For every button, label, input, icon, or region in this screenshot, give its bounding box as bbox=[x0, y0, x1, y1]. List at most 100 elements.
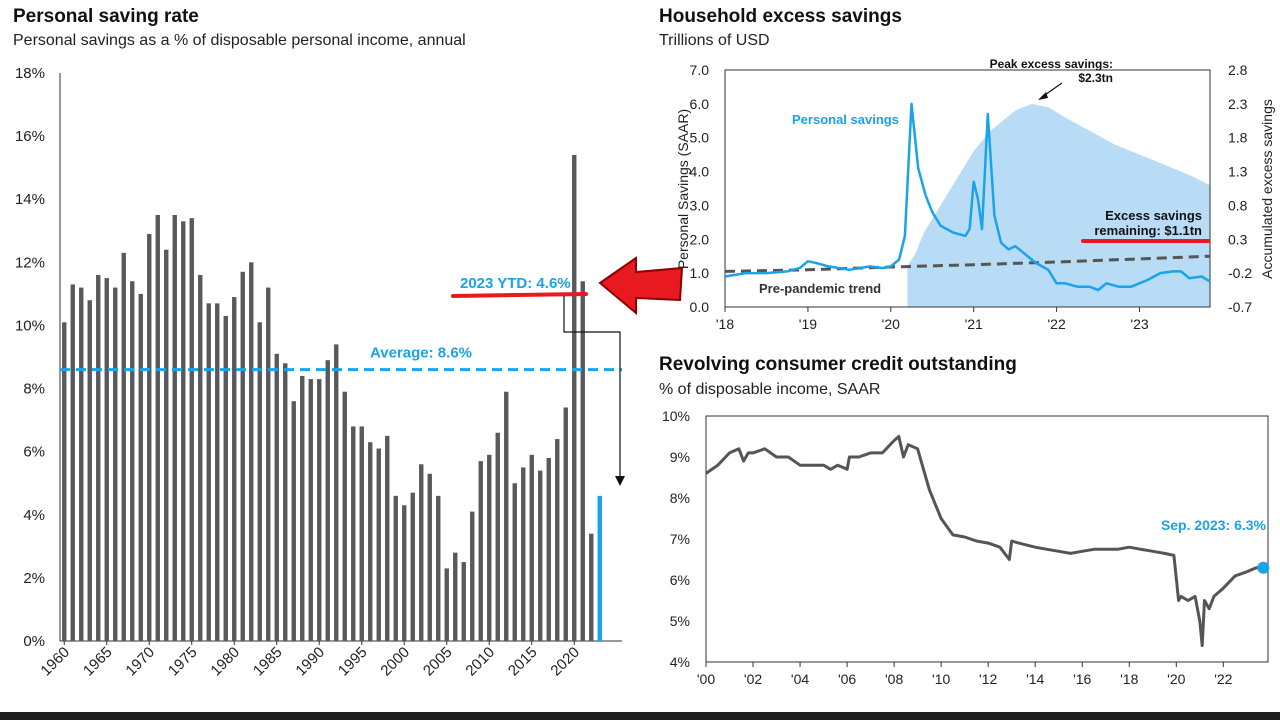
br-chart-subtitle: % of disposable income, SAAR bbox=[659, 381, 881, 398]
tr-chart-title: Household excess savings bbox=[659, 6, 902, 27]
br-x-tick-label: '04 bbox=[791, 671, 809, 687]
saving-rate-bar bbox=[240, 271, 245, 641]
tr-y-tick-label: 2.0 bbox=[690, 231, 710, 247]
saving-rate-bar bbox=[164, 249, 169, 641]
left-y-tick-label: 2% bbox=[23, 570, 45, 587]
remaining-annotation-line1: Excess savings bbox=[1105, 208, 1202, 223]
tr-x-tick-label: '23 bbox=[1130, 316, 1148, 332]
br-chart-title: Revolving consumer credit outstanding bbox=[659, 354, 1017, 375]
left-y-tick-label: 6% bbox=[23, 444, 45, 461]
ytd-red-underline bbox=[451, 292, 588, 298]
br-x-tick-label: '18 bbox=[1120, 671, 1138, 687]
saving-rate-bar bbox=[376, 448, 381, 641]
saving-rate-bar bbox=[70, 284, 75, 641]
ytd-annotation: 2023 YTD: 4.6% bbox=[460, 275, 571, 292]
saving-rate-bar bbox=[138, 293, 143, 641]
left-x-tick-label: 2010 bbox=[462, 644, 498, 680]
saving-rate-bar bbox=[359, 426, 364, 641]
saving-rate-bar bbox=[495, 432, 500, 641]
left-x-tick-label: 1990 bbox=[292, 644, 328, 680]
saving-rate-bar bbox=[147, 233, 152, 641]
tr-x-tick-label: '19 bbox=[799, 316, 817, 332]
saving-rate-bar bbox=[504, 391, 509, 641]
saving-rate-bar bbox=[155, 215, 160, 641]
saving-rate-bar bbox=[283, 363, 288, 641]
saving-rate-bar bbox=[121, 252, 126, 641]
remaining-annotation-line2: remaining: $1.1tn bbox=[1094, 223, 1202, 238]
left-y-tick-label: 10% bbox=[15, 317, 45, 334]
saving-rate-bar bbox=[172, 215, 177, 641]
br-x-tick-label: '02 bbox=[744, 671, 762, 687]
excess-savings-area bbox=[907, 103, 1210, 308]
saving-rate-bar bbox=[419, 464, 424, 641]
ytd-connector-line bbox=[563, 296, 621, 478]
saving-rate-bar bbox=[538, 470, 543, 641]
saving-rate-bar bbox=[79, 287, 84, 641]
saving-rate-bar bbox=[529, 454, 534, 641]
saving-rate-bar bbox=[308, 379, 313, 641]
tr-y2-tick-label: 1.8 bbox=[1228, 130, 1248, 146]
saving-rate-bar bbox=[563, 407, 568, 641]
saving-rate-bar bbox=[325, 360, 330, 641]
saving-rate-bar bbox=[436, 495, 441, 641]
tr-y-tick-label: 1.0 bbox=[690, 265, 710, 281]
saving-rate-bar bbox=[181, 221, 186, 642]
tr-y-tick-label: 7.0 bbox=[690, 62, 710, 78]
br-x-tick-label: '12 bbox=[979, 671, 997, 687]
br-x-tick-label: '00 bbox=[697, 671, 715, 687]
left-x-tick-label: 2000 bbox=[377, 644, 413, 680]
saving-rate-bar bbox=[521, 467, 526, 641]
average-label: Average: 8.6% bbox=[370, 345, 472, 362]
saving-rate-bar bbox=[130, 281, 135, 641]
tr-y2-tick-label: 1.3 bbox=[1228, 164, 1248, 180]
left-x-tick-label: 2020 bbox=[547, 644, 583, 680]
left-y-tick-label: 16% bbox=[15, 128, 45, 145]
tr-plot-frame bbox=[724, 69, 1211, 308]
tr-y-tick-label: 4.0 bbox=[690, 164, 710, 180]
left-x-tick-label: 1965 bbox=[80, 644, 116, 680]
br-y-tick-label: 5% bbox=[670, 613, 690, 629]
saving-rate-bar bbox=[470, 511, 475, 641]
tr-y-tick-label: 0.0 bbox=[690, 299, 710, 315]
tr-y2-axis-label: Accumulated excess savings bbox=[1259, 99, 1275, 279]
tr-x-tick-label: '22 bbox=[1047, 316, 1065, 332]
br-x-tick-label: '10 bbox=[932, 671, 950, 687]
tr-y2-tick-label: 0.8 bbox=[1228, 197, 1248, 213]
video-bottom-bar bbox=[0, 712, 1280, 720]
saving-rate-bar bbox=[393, 495, 398, 641]
left-chart-title: Personal saving rate bbox=[13, 6, 199, 27]
br-y-tick-label: 9% bbox=[670, 449, 690, 465]
saving-rate-bar bbox=[317, 379, 322, 641]
tr-y-tick-label: 3.0 bbox=[690, 197, 710, 213]
saving-rate-bar bbox=[249, 262, 254, 641]
tr-y2-tick-label: -0.2 bbox=[1228, 265, 1252, 281]
tr-y2-tick-label: 0.3 bbox=[1228, 231, 1248, 247]
tr-y2-tick-label: -0.7 bbox=[1228, 299, 1252, 315]
peak-annotation-line2: $2.3tn bbox=[1078, 71, 1113, 85]
left-y-tick-label: 0% bbox=[23, 633, 45, 650]
br-y-tick-label: 8% bbox=[670, 490, 690, 506]
latest-value-dot bbox=[1257, 561, 1270, 574]
left-x-tick-label: 1980 bbox=[207, 644, 243, 680]
tr-x-tick-label: '21 bbox=[965, 316, 983, 332]
saving-rate-bar bbox=[300, 375, 305, 641]
revolving-credit-line bbox=[705, 435, 1264, 648]
left-chart-subtitle: Personal savings as a % of disposable pe… bbox=[13, 32, 466, 49]
br-y-tick-label: 6% bbox=[670, 572, 690, 588]
saving-rate-bar bbox=[232, 297, 237, 641]
saving-rate-bar bbox=[427, 473, 432, 641]
left-y-tick-label: 12% bbox=[15, 254, 45, 271]
saving-rate-bar bbox=[580, 281, 585, 641]
saving-rate-bar bbox=[546, 457, 551, 641]
saving-rate-bar bbox=[461, 562, 466, 641]
saving-rate-bar bbox=[385, 435, 390, 641]
saving-rate-bar bbox=[274, 353, 279, 641]
saving-rate-bar bbox=[266, 287, 271, 641]
left-x-tick-label: 2015 bbox=[505, 644, 541, 680]
saving-rate-bar bbox=[351, 426, 356, 641]
saving-rate-bar bbox=[453, 552, 458, 641]
saving-rate-bar bbox=[223, 315, 228, 641]
tr-x-tick-label: '18 bbox=[716, 316, 734, 332]
saving-rate-bar bbox=[555, 439, 560, 641]
